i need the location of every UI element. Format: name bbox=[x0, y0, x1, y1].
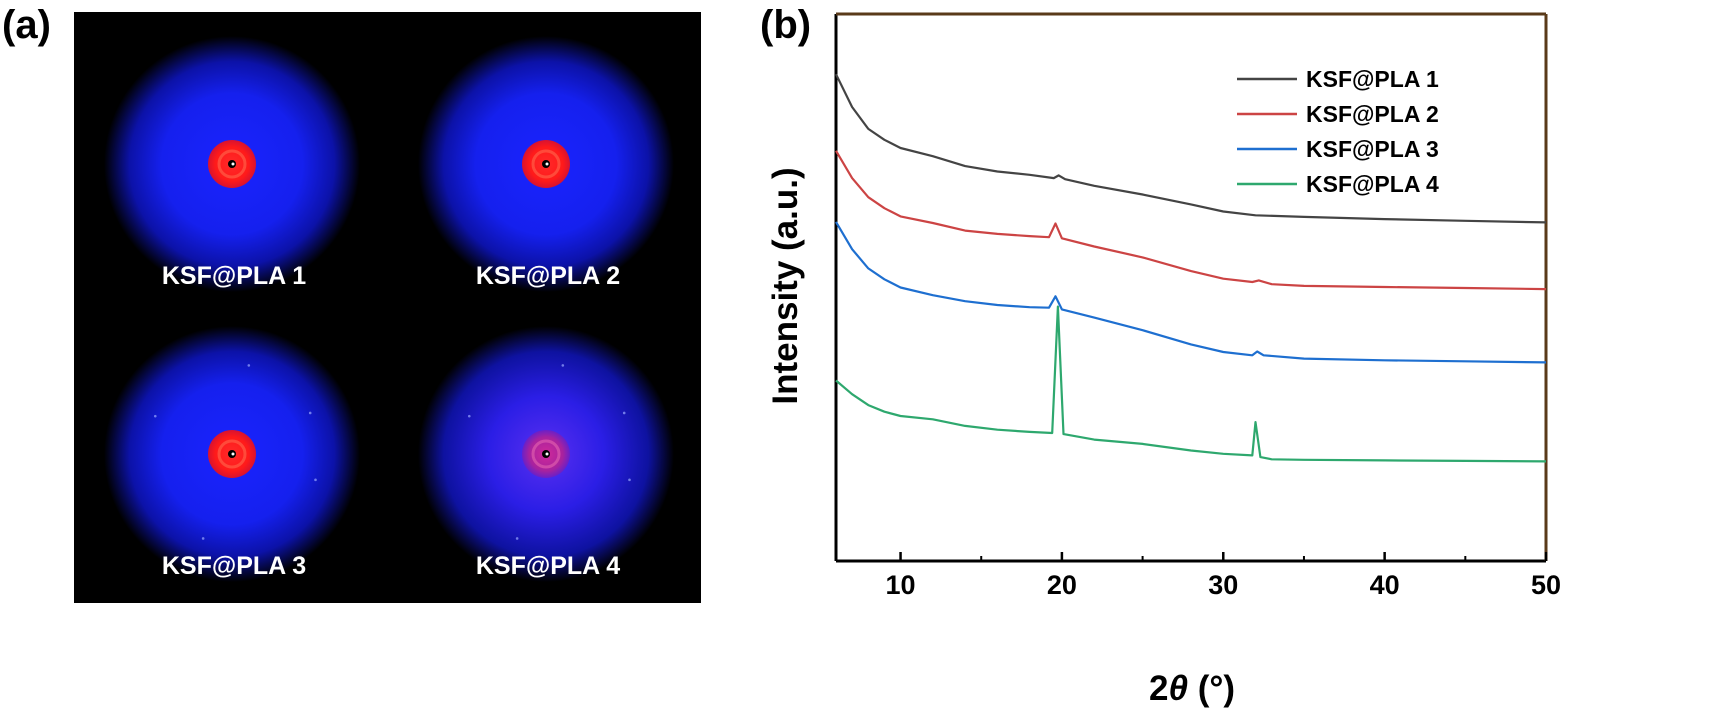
x-tick-label-40: 40 bbox=[1370, 570, 1400, 600]
saxs-ring-3 bbox=[217, 439, 247, 469]
saxs-ring-2 bbox=[531, 149, 561, 179]
saxs-label-1: KSF@PLA 1 bbox=[162, 262, 306, 290]
series-line-4 bbox=[835, 305, 1547, 463]
x-axis-title-suffix: (°) bbox=[1188, 669, 1235, 708]
saxs-ring-4 bbox=[531, 439, 561, 469]
series-line-1 bbox=[835, 73, 1547, 224]
legend-label-1: KSF@PLA 1 bbox=[1306, 66, 1439, 92]
saxs-label-4: KSF@PLA 4 bbox=[476, 552, 620, 580]
beam-center-3 bbox=[231, 452, 235, 456]
x-axis-title: 2θ (°) bbox=[1149, 669, 1235, 708]
x-tick-label-20: 20 bbox=[1047, 570, 1077, 600]
plot-area: 10 20 30 40 50 KSF@PLA 1 KSF@PLA 2 KSF@PLA 3 KSF… bbox=[834, 12, 1561, 600]
saxs-speck-3-4 bbox=[247, 364, 251, 367]
saxs-speck-4-5 bbox=[622, 411, 626, 415]
panel-a-label: (a) bbox=[2, 3, 51, 47]
saxs-ring-1 bbox=[217, 149, 247, 179]
legend-label-3: KSF@PLA 3 bbox=[1306, 136, 1439, 162]
legend-label-4: KSF@PLA 4 bbox=[1306, 171, 1439, 197]
saxs-speck-4-3 bbox=[467, 414, 471, 418]
x-axis-title-prefix: 2 bbox=[1149, 669, 1168, 708]
saxs-patterns: KSF@PLA 1 KSF@PLA 2 KSF@PLA 3 KSF@PLA 4 bbox=[104, 36, 674, 582]
saxs-label-3: KSF@PLA 3 bbox=[162, 552, 306, 580]
series-line-2 bbox=[835, 150, 1547, 291]
saxs-speck-3-2 bbox=[201, 537, 205, 540]
x-tick-label-50: 50 bbox=[1531, 570, 1561, 600]
series-line-3 bbox=[835, 221, 1547, 364]
y-axis-title: Intensity (a.u.) bbox=[766, 167, 805, 404]
saxs-speck-4-4 bbox=[561, 364, 565, 367]
beam-center-4 bbox=[545, 452, 549, 456]
beam-center-2 bbox=[545, 162, 549, 166]
beam-center-1 bbox=[231, 162, 235, 166]
saxs-speck-4-1 bbox=[628, 478, 631, 482]
saxs-speck-3-5 bbox=[308, 411, 312, 415]
saxs-label-2: KSF@PLA 2 bbox=[476, 262, 620, 290]
x-tick-label-30: 30 bbox=[1208, 570, 1238, 600]
saxs-speck-3-1 bbox=[314, 478, 317, 482]
saxs-speck-4-2 bbox=[515, 537, 519, 540]
panel-b-label: (b) bbox=[760, 3, 811, 47]
saxs-speck-3-3 bbox=[153, 414, 157, 418]
x-axis-title-symbol: θ bbox=[1168, 669, 1188, 708]
legend-label-2: KSF@PLA 2 bbox=[1306, 101, 1439, 127]
x-tick-label-10: 10 bbox=[886, 570, 916, 600]
